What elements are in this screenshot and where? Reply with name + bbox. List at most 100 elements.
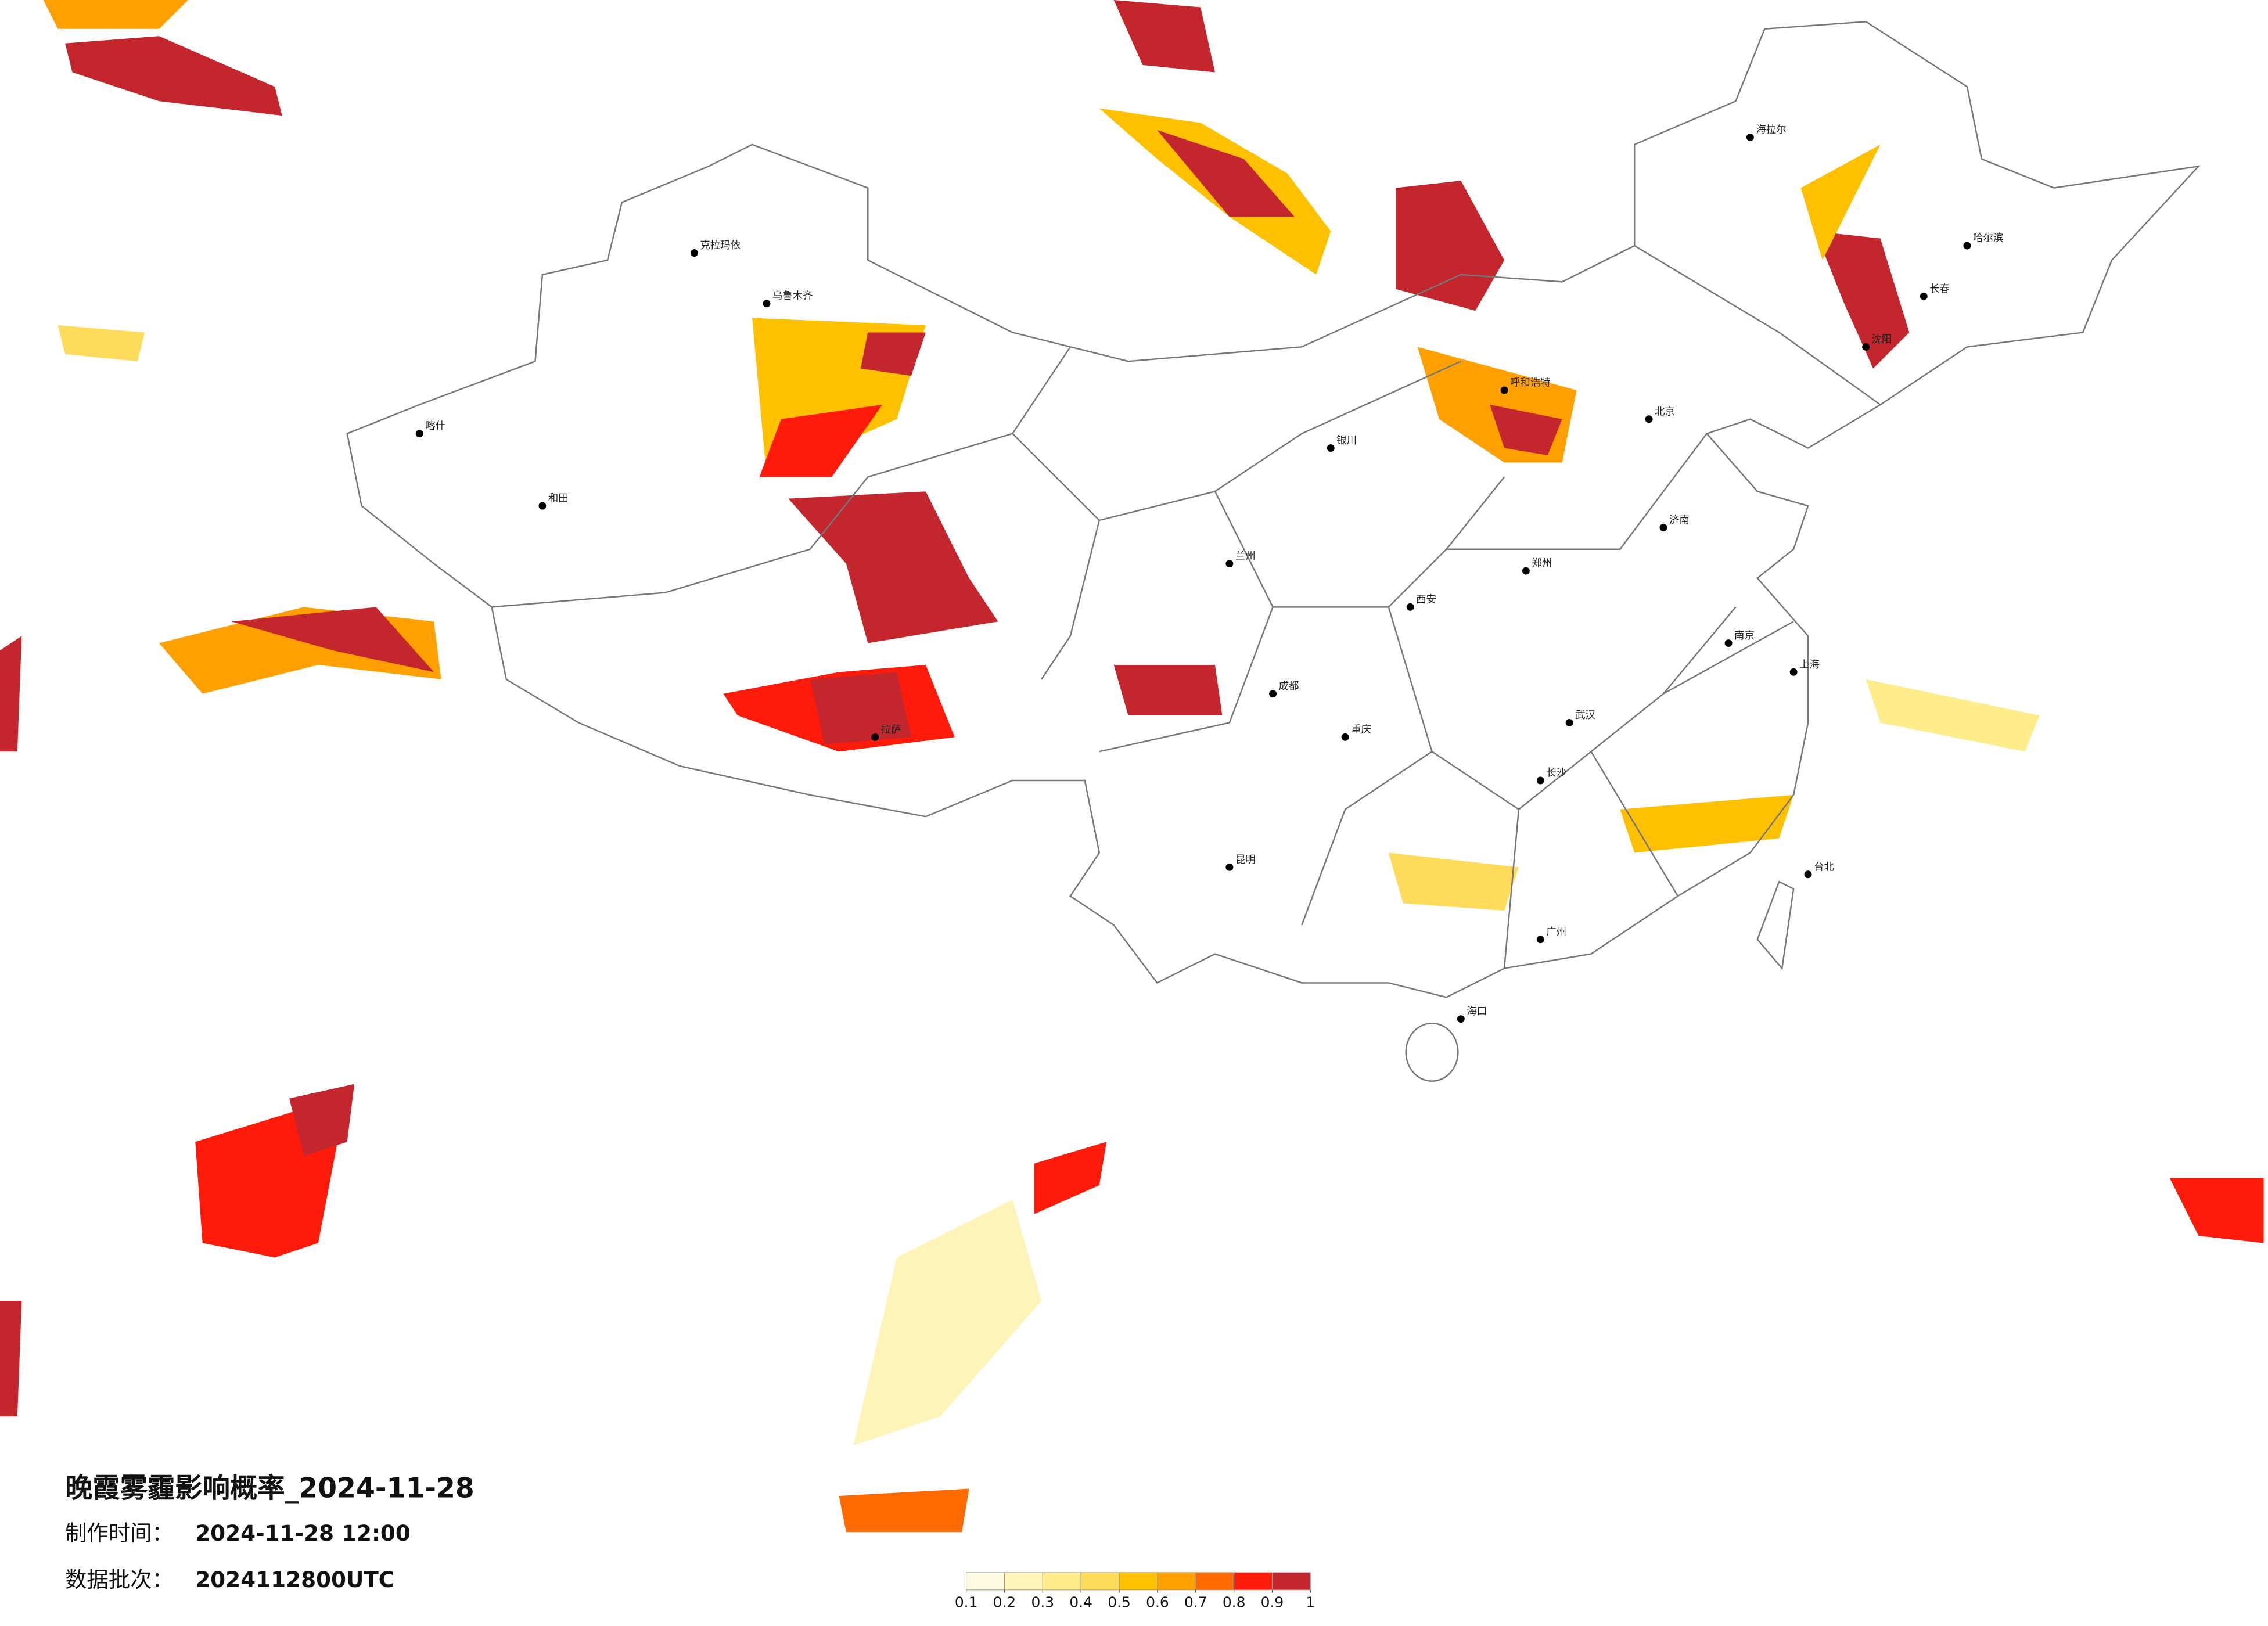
city-dot — [871, 733, 879, 741]
city-dot — [1963, 242, 1971, 250]
haze-field — [0, 0, 2264, 1533]
haze-patch — [231, 607, 434, 672]
city-label: 济南 — [1669, 515, 1690, 526]
batch-label: 数据批次： — [65, 1567, 174, 1592]
city-label: 武汉 — [1575, 710, 1595, 721]
haze-patch — [2169, 1178, 2264, 1243]
city-dot — [1804, 870, 1812, 879]
haze-patch — [860, 332, 926, 376]
borders — [346, 21, 2201, 1082]
city-label: 西安 — [1416, 594, 1436, 606]
city-label: 呼和浩特 — [1510, 377, 1551, 389]
production-value: 2024-11-28 12:00 — [195, 1520, 411, 1546]
legend-swatch — [1042, 1572, 1081, 1591]
city-label: 乌鲁木齐 — [772, 290, 813, 302]
legend-swatch — [1119, 1572, 1158, 1591]
city-label: 海口 — [1467, 1006, 1487, 1017]
legend-tick-label: 0.4 — [1069, 1594, 1092, 1611]
city-dot — [1341, 733, 1349, 741]
province-border — [491, 245, 1881, 969]
legend-tick-label: 0.6 — [1146, 1594, 1169, 1611]
map-title: 晚霞雾霾影响概率_2024-11-28 — [65, 1473, 475, 1505]
city-dot — [415, 430, 423, 438]
city-label: 南京 — [1734, 630, 1755, 642]
city-dot — [1565, 718, 1573, 726]
city-label: 上海 — [1799, 659, 1820, 671]
haze-patch — [1113, 0, 1215, 73]
city-label: 拉萨 — [881, 724, 901, 736]
haze-patch — [1620, 794, 1794, 853]
color-legend: 0.1 0.2 0.3 0.4 0.5 0.6 0.7 0.8 0.9 1 — [955, 1572, 1315, 1611]
legend-swatch — [1234, 1572, 1273, 1591]
city-dot — [1500, 386, 1508, 394]
legend-tick-label: 0.5 — [1108, 1594, 1131, 1611]
legend-swatch — [1271, 1572, 1311, 1591]
city-label: 广州 — [1546, 926, 1566, 938]
haze-patch — [853, 1199, 1042, 1445]
production-label: 制作时间： — [65, 1520, 174, 1546]
city-label: 长沙 — [1546, 768, 1566, 779]
city-label: 成都 — [1279, 681, 1299, 692]
city-label: 克拉玛依 — [700, 240, 741, 251]
legend-tick-label: 0.2 — [993, 1594, 1016, 1611]
haze-patch — [810, 672, 911, 744]
haze-patch — [1815, 231, 1910, 369]
haze-patch — [1866, 679, 2040, 752]
city-label: 海拉尔 — [1756, 124, 1786, 136]
haze-patch — [839, 1488, 969, 1533]
haze-patch — [65, 36, 282, 116]
city-label: 兰州 — [1235, 551, 1256, 562]
city-label: 长春 — [1929, 283, 1950, 295]
haze-patch — [1034, 1142, 1107, 1214]
city-dot — [1659, 523, 1667, 531]
city-dot — [1225, 560, 1234, 568]
haze-patch — [1388, 852, 1519, 911]
city-dot — [1269, 690, 1277, 698]
haze-patch — [289, 1084, 355, 1157]
city-dot — [538, 502, 547, 510]
city-label: 沈阳 — [1872, 334, 1892, 346]
haze-patch — [1396, 181, 1505, 311]
city-dot — [1536, 776, 1544, 785]
country-outline — [346, 21, 2201, 998]
city-dot — [1406, 603, 1414, 611]
city-dot — [1536, 936, 1544, 944]
haze-patch — [759, 404, 883, 477]
city-dot — [1920, 292, 1928, 300]
haze-patch — [1800, 144, 1881, 260]
haze-patch — [0, 1301, 22, 1417]
city-label: 哈尔滨 — [1973, 233, 2003, 244]
city-label: 台北 — [1814, 861, 1834, 873]
legend-swatch — [1157, 1572, 1196, 1591]
haze-patch — [1417, 347, 1577, 463]
legend-tick-label: 0.3 — [1031, 1594, 1055, 1611]
city-label: 北京 — [1655, 406, 1675, 418]
haze-patch — [1157, 130, 1295, 217]
city-dot — [1724, 639, 1733, 647]
haze-patch — [57, 325, 145, 362]
hainan-outline — [1405, 1022, 1459, 1082]
legend-tick-label: 0.7 — [1184, 1594, 1207, 1611]
batch-value: 2024112800UTC — [195, 1567, 394, 1592]
haze-patch — [43, 0, 188, 29]
city-dot — [763, 300, 771, 308]
city-dot — [1789, 668, 1798, 676]
legend-tick-label: 0.8 — [1223, 1594, 1246, 1611]
city-dot — [1327, 444, 1335, 452]
legend-swatch — [1004, 1572, 1043, 1591]
city-label: 银川 — [1336, 435, 1357, 447]
legend-swatch — [1195, 1572, 1235, 1591]
city-label: 喀什 — [425, 420, 445, 432]
legend-swatch — [966, 1572, 1005, 1591]
city-dot — [1225, 863, 1234, 871]
city-dot — [690, 249, 698, 257]
city-dot — [1457, 1015, 1465, 1023]
taiwan-outline — [1756, 880, 1795, 970]
cities: 北京上海广州成都西安武汉哈尔滨乌鲁木齐拉萨昆明长沙沈阳郑州重庆南京兰州呼和浩特海… — [415, 124, 2003, 1023]
city-label: 重庆 — [1351, 724, 1371, 736]
legend-tick-label: 0.9 — [1261, 1594, 1284, 1611]
haze-patch — [1113, 664, 1223, 715]
city-dot — [1522, 567, 1530, 575]
